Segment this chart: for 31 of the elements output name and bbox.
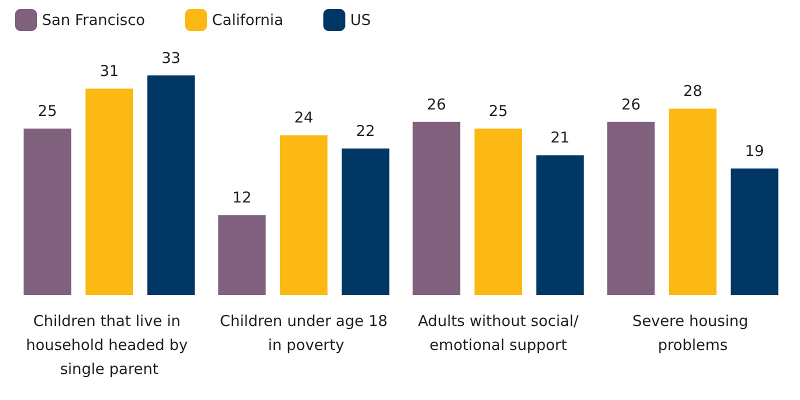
data-label: 26 — [426, 95, 446, 114]
data-label: 31 — [100, 62, 119, 80]
bar — [536, 155, 584, 295]
data-label: 33 — [162, 48, 181, 67]
x-tick-label: Children that live in household headed by single parent — [26, 312, 193, 378]
bar — [342, 148, 390, 295]
x-tick-label: Children under age 18 in poverty — [220, 312, 388, 354]
x-tick-label: Severe housing problems — [632, 312, 754, 354]
legend-label: US — [350, 11, 371, 29]
data-label: 21 — [550, 128, 570, 147]
data-label: 22 — [356, 122, 376, 140]
data-label: 24 — [294, 108, 314, 127]
data-label: 25 — [488, 102, 508, 120]
data-label: 26 — [621, 95, 640, 114]
bar — [218, 215, 266, 295]
bar — [668, 108, 717, 295]
data-label: 28 — [683, 82, 702, 100]
bar — [147, 75, 195, 295]
x-tick-label: Adults without social/emotional support — [418, 312, 580, 354]
bar — [85, 88, 134, 295]
legend-label: California — [212, 11, 284, 29]
bar — [24, 128, 72, 295]
bar — [412, 122, 460, 295]
bar — [280, 135, 328, 295]
data-label: 12 — [232, 188, 252, 207]
bar — [730, 168, 778, 295]
bar — [607, 122, 655, 295]
data-label: 19 — [745, 142, 764, 160]
bar — [474, 128, 522, 295]
legend-label: San Francisco — [42, 11, 146, 29]
data-label: 25 — [38, 102, 57, 120]
